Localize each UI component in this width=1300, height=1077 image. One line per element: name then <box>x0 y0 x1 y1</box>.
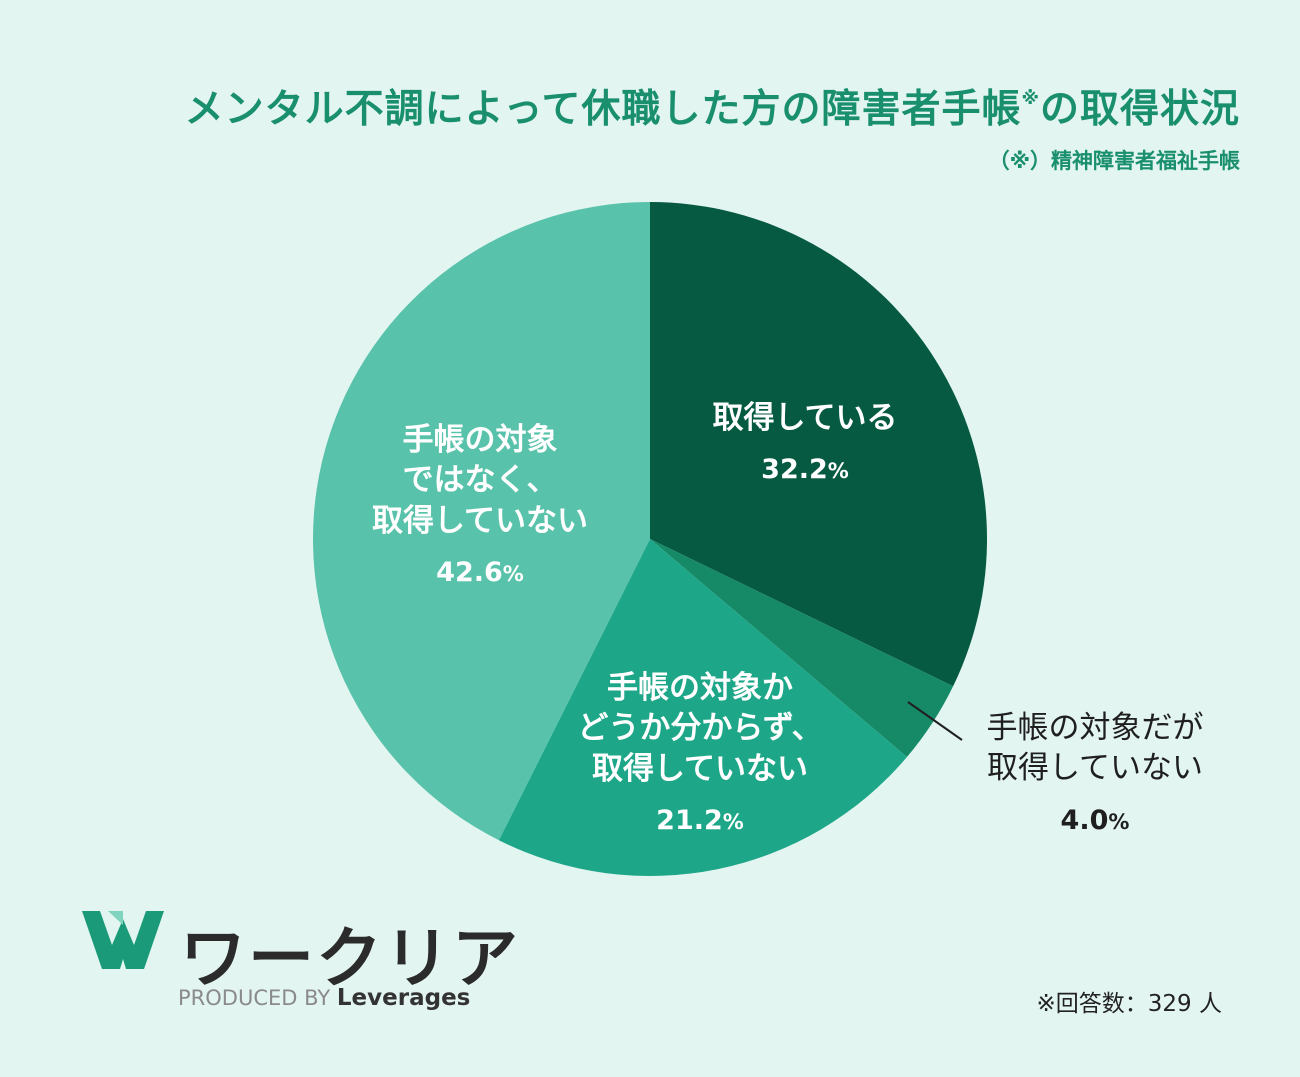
produced-by: PRODUCED BY Leverages <box>178 985 471 1011</box>
slice-unknown-not-obtained <box>498 539 907 876</box>
page-title: メンタル不調によって休職した方の障害者手帳※の取得状況 <box>184 87 1240 132</box>
brand-logo-icon <box>82 911 164 969</box>
slice-not-eligible <box>313 202 650 841</box>
subtitle: （※）精神障害者福祉手帳 <box>988 149 1240 173</box>
slice-label-not-eligible: 手帳の対象 ではなく、 取得していない 42.6% <box>371 422 589 588</box>
leader-line <box>907 701 963 741</box>
slice-eligible-not-obtained <box>650 539 954 758</box>
slice-label-unknown-not-obtained: 手帳の対象か どうか分からず、 取得していない 21.2% <box>577 670 823 836</box>
respondent-count: ※回答数：329 人 <box>1036 991 1222 1017</box>
brand-name: ワークリア <box>180 920 520 997</box>
slice-label-obtained: 取得している 32.2% <box>712 400 898 486</box>
slice-label-eligible-not-obtained: 手帳の対象だが 取得していない 4.0% <box>986 710 1204 836</box>
slice-obtained <box>650 202 987 687</box>
